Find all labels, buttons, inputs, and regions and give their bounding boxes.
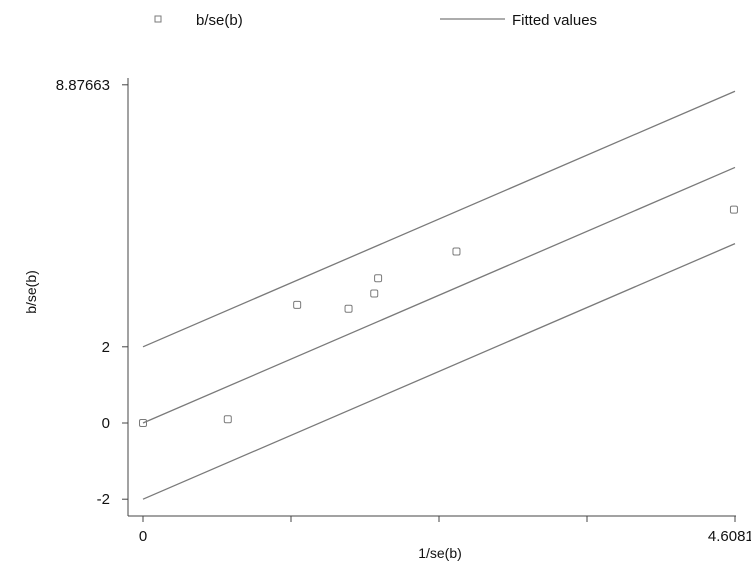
scatter-point — [223, 415, 232, 424]
x-tick-label: 0 — [139, 528, 147, 545]
scatter-point — [729, 205, 738, 214]
legend-label-fitted: Fitted values — [512, 12, 597, 29]
scatter-point — [293, 300, 302, 309]
y-tick-label: 8.87663 — [56, 77, 110, 94]
x-tick-label: 4.60816 — [708, 528, 751, 545]
fitted-line — [142, 90, 736, 348]
scatter-points — [139, 205, 738, 427]
y-tick-label: 2 — [102, 339, 110, 356]
x-axis-title: 1/se(b) — [418, 545, 462, 561]
legend-label-scatter: b/se(b) — [196, 12, 243, 29]
fitted-line — [142, 166, 736, 424]
axes: 0 4.60816 -2 0 2 8.87663 1/se(b) b/se(b) — [23, 77, 751, 561]
scatter-point — [344, 304, 353, 313]
scatter-point — [452, 247, 461, 256]
y-tick-label: -2 — [97, 491, 110, 508]
legend: b/se(b) Fitted values — [154, 12, 597, 29]
y-tick-label: 0 — [102, 415, 110, 432]
legend-marker-scatter — [154, 15, 162, 23]
y-axis-title: b/se(b) — [23, 270, 39, 314]
y-ticks: -2 0 2 8.87663 — [56, 77, 128, 508]
scatter-point — [374, 274, 383, 283]
fitted-lines — [142, 90, 736, 500]
scatter-point — [370, 289, 379, 298]
x-ticks: 0 4.60816 — [139, 516, 751, 545]
scatter-point — [139, 419, 147, 427]
fitted-line — [142, 243, 736, 500]
